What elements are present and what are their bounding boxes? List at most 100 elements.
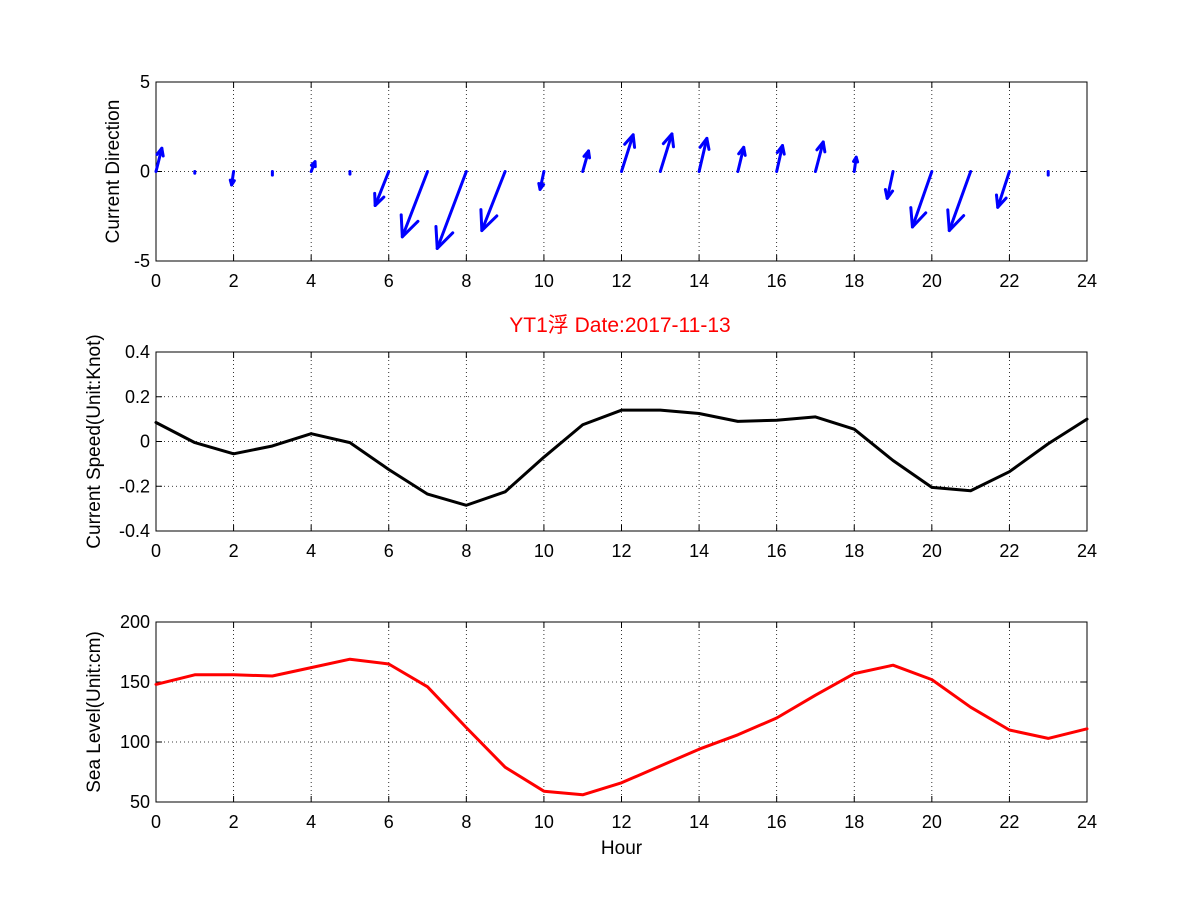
arrow-head	[994, 193, 1008, 209]
arrow-shaft	[435, 170, 468, 250]
x-tick-label: 18	[844, 541, 864, 561]
x-tick-label: 18	[844, 812, 864, 832]
direction-arrow	[373, 170, 391, 208]
direction-arrow	[909, 170, 934, 229]
direction-arrow	[537, 170, 546, 191]
arrow-head	[155, 146, 165, 158]
x-tick-label: 22	[999, 541, 1019, 561]
arrow-head	[582, 149, 592, 160]
y-tick-label: 0.2	[125, 387, 150, 407]
x-tick-label: 14	[689, 812, 709, 832]
x-tick-label: 2	[229, 812, 239, 832]
arrow-shaft	[736, 145, 746, 173]
plot-area	[156, 622, 1087, 802]
arrow-head	[373, 191, 386, 208]
arrow-head	[434, 225, 455, 250]
arrow-shaft	[885, 170, 895, 200]
direction-arrow	[658, 132, 675, 173]
y-axis-label: Current Direction	[103, 100, 124, 244]
x-tick-label: 24	[1077, 541, 1097, 561]
x-tick-label: 0	[151, 812, 161, 832]
x-axis-label: Hour	[601, 838, 643, 859]
y-tick-label: 5	[140, 72, 150, 92]
arrow-shaft	[813, 140, 825, 173]
series-line	[154, 408, 1089, 507]
arrow-head	[852, 155, 860, 164]
arrow-shaft	[620, 133, 635, 173]
x-tick-label: 8	[461, 271, 471, 291]
x-tick-label: 12	[611, 812, 631, 832]
direction-arrow	[697, 136, 711, 173]
x-tick-label: 12	[611, 541, 631, 561]
arrow-shaft	[373, 170, 391, 208]
arrow-shaft	[154, 146, 164, 173]
arrow-head	[399, 213, 420, 239]
arrow-head	[228, 178, 236, 187]
x-tick-label: 10	[534, 541, 554, 561]
x-tick-label: 24	[1077, 271, 1097, 291]
series-line	[154, 657, 1089, 797]
arrow-head	[909, 206, 928, 229]
direction-arrow	[399, 170, 430, 239]
x-tick-label: 2	[229, 541, 239, 561]
arrow-head	[815, 140, 827, 154]
x-tick-label: 22	[999, 812, 1019, 832]
x-tick-label: 22	[999, 271, 1019, 291]
arrow-head	[946, 208, 966, 233]
x-tick-label: 0	[151, 271, 161, 291]
chart-title: YT1浮 Date:2017-11-13	[509, 314, 730, 337]
arrow-shaft	[775, 144, 784, 173]
x-tick-label: 20	[922, 812, 942, 832]
direction-arrow	[620, 133, 637, 173]
x-tick-label: 20	[922, 271, 942, 291]
arrow-shaft	[658, 132, 674, 173]
direction-arrow	[813, 140, 827, 173]
arrow-head	[623, 133, 637, 149]
x-tick-label: 4	[306, 812, 316, 832]
arrow-head	[479, 208, 499, 233]
arrow-shaft	[947, 170, 973, 233]
arrow-head	[883, 187, 895, 200]
x-tick-label: 24	[1077, 812, 1097, 832]
x-tick-label: 4	[306, 541, 316, 561]
current-speed-panel: 0 2 4 6 8 10 12 14 16 18 20 22 24-0.4-0.200.20.4Curr…	[84, 334, 1097, 561]
y-tick-label: 150	[120, 672, 150, 692]
y-axis-label: Current Speed(Unit:Knot)	[84, 334, 105, 548]
x-tick-label: 16	[767, 271, 787, 291]
direction-arrow	[434, 170, 468, 250]
direction-arrow	[994, 170, 1011, 209]
arrow-head	[661, 132, 675, 149]
arrow-head	[775, 144, 786, 156]
direction-arrow	[736, 145, 747, 173]
arrow-shaft	[480, 170, 507, 233]
direction-arrow	[154, 146, 165, 173]
x-tick-label: 8	[461, 541, 471, 561]
x-tick-label: 20	[922, 541, 942, 561]
x-tick-label: 14	[689, 541, 709, 561]
direction-arrow	[479, 170, 507, 233]
x-tick-label: 6	[384, 812, 394, 832]
arrow-shaft	[996, 170, 1011, 209]
x-tick-label: 8	[461, 812, 471, 832]
x-tick-label: 16	[767, 541, 787, 561]
x-tick-label: 2	[229, 271, 239, 291]
direction-arrow	[883, 170, 895, 200]
x-tick-label: 12	[611, 271, 631, 291]
x-tick-label: 18	[844, 271, 864, 291]
x-tick-label: 0	[151, 541, 161, 561]
x-tick-label: 14	[689, 271, 709, 291]
arrow-shaft	[400, 170, 430, 239]
arrow-head	[737, 145, 747, 157]
y-tick-label: -5	[134, 251, 150, 271]
y-tick-label: 50	[130, 792, 150, 812]
arrow-head	[698, 136, 711, 151]
arrow-head	[309, 160, 317, 169]
direction-arrow	[581, 149, 592, 173]
x-tick-label: 6	[384, 271, 394, 291]
y-tick-label: 0.4	[125, 342, 150, 362]
x-tick-label: 6	[384, 541, 394, 561]
x-tick-label: 4	[306, 271, 316, 291]
